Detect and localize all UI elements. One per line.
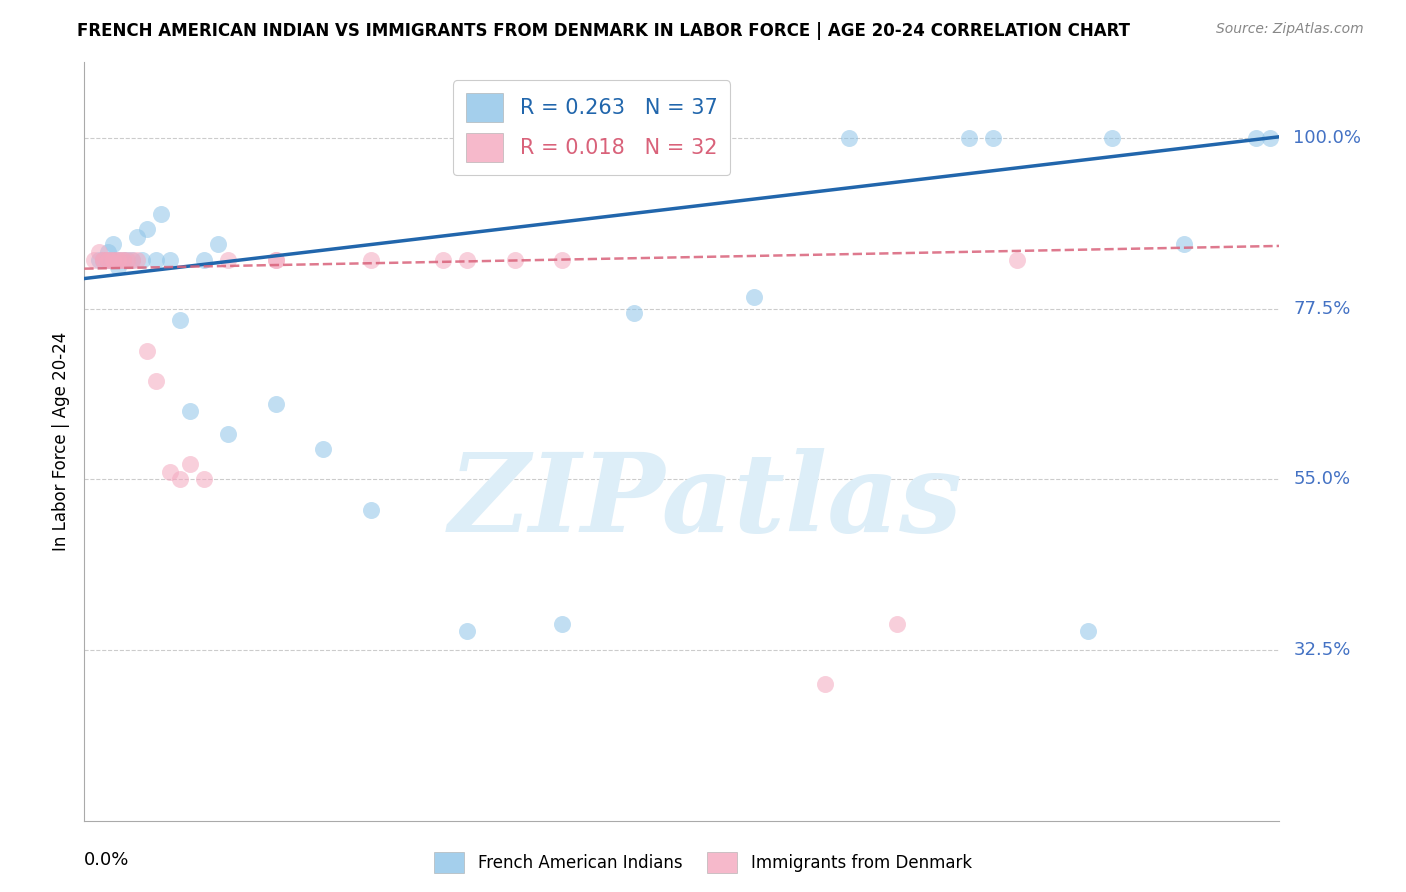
Point	[107, 252, 129, 267]
Point	[159, 465, 181, 479]
Point	[145, 374, 167, 388]
Legend: R = 0.263   N = 37, R = 0.018   N = 32: R = 0.263 N = 37, R = 0.018 N = 32	[453, 80, 730, 175]
Point	[117, 252, 139, 267]
Point	[125, 230, 148, 244]
Point	[264, 252, 287, 267]
Point	[981, 131, 1004, 145]
Text: 0.0%: 0.0%	[84, 851, 129, 869]
Point	[264, 252, 287, 267]
Point	[83, 252, 105, 267]
Text: 55.0%: 55.0%	[1294, 470, 1351, 489]
Point	[217, 427, 239, 442]
Point	[101, 237, 124, 252]
Point	[312, 442, 335, 457]
Point	[111, 252, 134, 267]
Point	[360, 252, 382, 267]
Point	[742, 291, 765, 305]
Point	[1258, 131, 1281, 145]
Point	[97, 244, 120, 259]
Point	[838, 131, 860, 145]
Text: ZIPatlas: ZIPatlas	[449, 449, 963, 556]
Point	[131, 252, 153, 267]
Point	[1244, 131, 1267, 145]
Point	[93, 252, 115, 267]
Legend: French American Indians, Immigrants from Denmark: French American Indians, Immigrants from…	[427, 846, 979, 880]
Point	[503, 252, 526, 267]
Point	[101, 252, 124, 267]
Point	[1101, 131, 1123, 145]
Point	[97, 252, 120, 267]
Text: Source: ZipAtlas.com: Source: ZipAtlas.com	[1216, 22, 1364, 37]
Point	[97, 252, 120, 267]
Text: 32.5%: 32.5%	[1294, 641, 1351, 659]
Text: 100.0%: 100.0%	[1294, 129, 1361, 147]
Point	[193, 473, 215, 487]
Point	[264, 396, 287, 410]
Point	[87, 244, 110, 259]
Point	[456, 624, 478, 639]
Point	[107, 252, 129, 267]
Point	[551, 616, 574, 631]
Point	[145, 252, 167, 267]
Point	[159, 252, 181, 267]
Point	[1005, 252, 1028, 267]
Point	[814, 677, 837, 691]
Point	[121, 252, 143, 267]
Point	[117, 252, 139, 267]
Point	[101, 252, 124, 267]
Point	[107, 260, 129, 275]
Point	[87, 252, 110, 267]
Point	[121, 252, 143, 267]
Point	[149, 207, 172, 221]
Point	[193, 252, 215, 267]
Point	[93, 252, 115, 267]
Point	[456, 252, 478, 267]
Point	[125, 252, 148, 267]
Point	[432, 252, 454, 267]
Point	[207, 237, 229, 252]
Point	[217, 252, 239, 267]
Point	[551, 252, 574, 267]
Point	[169, 473, 191, 487]
Point	[179, 458, 201, 472]
Point	[107, 252, 129, 267]
Point	[93, 252, 115, 267]
Point	[97, 252, 120, 267]
Text: 77.5%: 77.5%	[1294, 300, 1351, 318]
Point	[135, 343, 157, 358]
Point	[360, 503, 382, 517]
Point	[135, 222, 157, 236]
Y-axis label: In Labor Force | Age 20-24: In Labor Force | Age 20-24	[52, 332, 70, 551]
Point	[101, 252, 124, 267]
Point	[111, 252, 134, 267]
Point	[179, 404, 201, 418]
Point	[1077, 624, 1099, 639]
Point	[957, 131, 980, 145]
Point	[1173, 237, 1195, 252]
Point	[111, 252, 134, 267]
Text: FRENCH AMERICAN INDIAN VS IMMIGRANTS FROM DENMARK IN LABOR FORCE | AGE 20-24 COR: FRENCH AMERICAN INDIAN VS IMMIGRANTS FRO…	[77, 22, 1130, 40]
Point	[886, 616, 908, 631]
Point	[169, 313, 191, 327]
Point	[623, 305, 645, 319]
